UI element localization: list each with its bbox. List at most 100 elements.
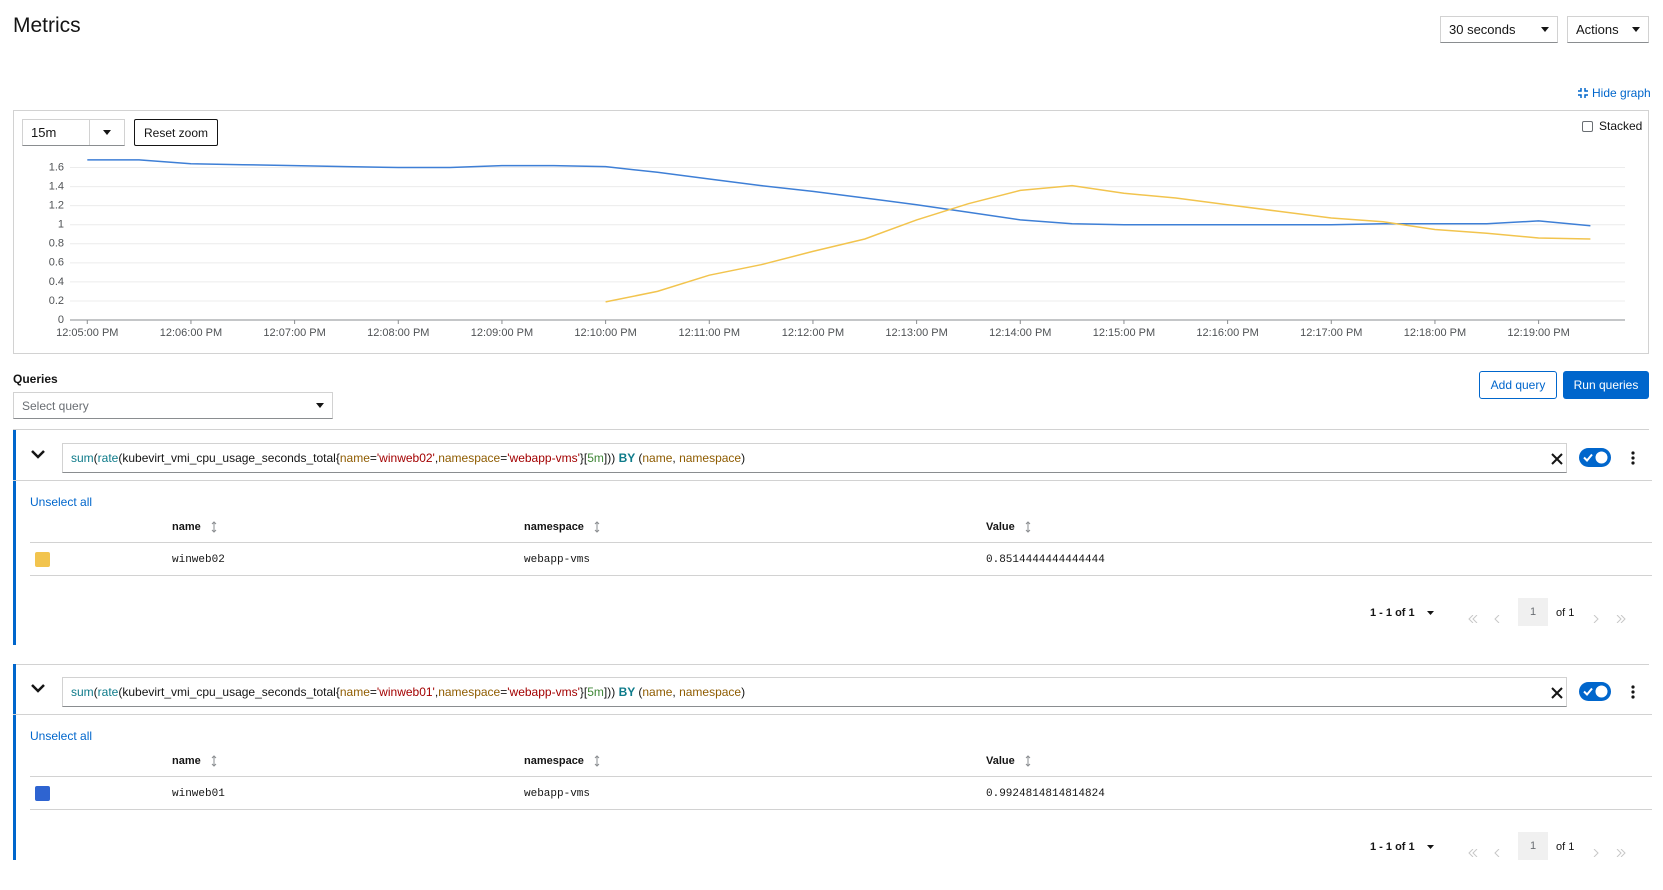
x-tick-label: 12:14:00 PM — [989, 327, 1051, 339]
enable-switch[interactable] — [1579, 448, 1611, 472]
prev-page[interactable] — [1494, 610, 1500, 628]
kebab-menu[interactable] — [1631, 685, 1635, 704]
first-page[interactable] — [1468, 844, 1478, 862]
next-page-glyph — [1593, 614, 1599, 624]
expression-token: [ — [583, 451, 588, 465]
kebab-menu-glyph — [1631, 451, 1635, 465]
x-tick-label: 12:17:00 PM — [1300, 327, 1362, 339]
page-input[interactable]: 1 — [1518, 832, 1548, 860]
expression-token: 5m — [587, 451, 604, 465]
expand-toggle[interactable] — [30, 680, 46, 698]
compress-icon — [1578, 88, 1588, 98]
expression-token: name — [642, 451, 673, 465]
expression-token: kubevirt_vmi_cpu_usage_seconds_total — [122, 451, 336, 465]
column-header[interactable]: Value — [986, 755, 1031, 767]
expression-token: ) — [741, 685, 746, 699]
expression-token: ( — [638, 451, 643, 465]
graph-panel — [13, 110, 1649, 354]
first-page[interactable] — [1468, 610, 1478, 628]
x-tick-label: 12:12:00 PM — [782, 327, 844, 339]
table-border — [30, 542, 1652, 543]
x-tick-label: 12:09:00 PM — [471, 327, 533, 339]
select-query[interactable]: Select query — [13, 392, 333, 419]
last-page[interactable] — [1616, 844, 1626, 862]
table-cell: winweb02 — [172, 554, 225, 566]
column-label: name — [172, 521, 201, 533]
expression-token: { — [335, 451, 340, 465]
clear-button[interactable] — [1551, 686, 1563, 704]
pagination-range[interactable]: 1 - 1 of 1 — [1370, 841, 1434, 853]
y-tick-label: 0.8 — [49, 238, 64, 250]
hide-graph[interactable]: Hide graph — [1578, 86, 1651, 100]
unselect-all[interactable]: Unselect all — [30, 729, 93, 743]
enable-switch[interactable] — [1579, 682, 1611, 706]
range-label: 1 - 1 of 1 — [1370, 841, 1415, 853]
caret — [1632, 27, 1640, 32]
expression-token: namespace — [679, 451, 742, 465]
series-swatch[interactable] — [35, 786, 50, 801]
y-tick-label: 1.6 — [49, 161, 64, 173]
query-input[interactable]: sum(rate(kubevirt_vmi_cpu_usage_seconds_… — [62, 443, 1567, 473]
enable-switch-glyph — [1579, 682, 1611, 701]
page-count: of 1 — [1556, 607, 1575, 619]
column-label: name — [172, 755, 201, 767]
y-tick-label: 0.2 — [49, 295, 64, 307]
column-header[interactable]: namespace — [524, 521, 600, 533]
column-header[interactable]: name — [172, 755, 217, 767]
stacked-label: Stacked — [1599, 119, 1643, 133]
first-page-glyph — [1468, 848, 1478, 858]
reset-zoom-button[interactable]: Reset zoom — [134, 119, 218, 146]
queries-title: Queries — [13, 372, 58, 386]
expression-token: ( — [93, 685, 98, 699]
sort-icon — [1025, 755, 1031, 767]
prev-page[interactable] — [1494, 844, 1500, 862]
x-tick-label: 12:07:00 PM — [263, 327, 325, 339]
x-tick-label: 12:13:00 PM — [885, 327, 947, 339]
expression-token: 'webapp-vms' — [507, 685, 580, 699]
column-header[interactable]: name — [172, 521, 217, 533]
sort-icon — [211, 755, 217, 767]
run-queries-button[interactable]: Run queries — [1563, 371, 1649, 399]
last-page[interactable] — [1616, 610, 1626, 628]
column-header[interactable]: Value — [986, 521, 1031, 533]
expression-token: { — [335, 685, 340, 699]
x-tick-label: 12:16:00 PM — [1196, 327, 1258, 339]
series-swatch[interactable] — [35, 552, 50, 567]
x-tick-label: 12:11:00 PM — [678, 327, 740, 339]
table-cell: webapp-vms — [524, 788, 591, 800]
next-page[interactable] — [1593, 610, 1599, 628]
expression-token: BY — [615, 685, 639, 699]
x-tick-label: 12:05:00 PM — [56, 327, 118, 339]
expression-token: ( — [638, 685, 643, 699]
sort-icon — [594, 755, 600, 767]
table-cell: webapp-vms — [524, 554, 591, 566]
time-range-select[interactable]: 15m — [22, 119, 125, 146]
unselect-all[interactable]: Unselect all — [30, 495, 93, 509]
y-tick-label: 1.2 — [49, 200, 64, 212]
expression-token: ( — [93, 451, 98, 465]
stacked-checkbox[interactable]: Stacked — [1582, 119, 1642, 133]
pagination-range[interactable]: 1 - 1 of 1 — [1370, 607, 1434, 619]
caret — [1426, 845, 1434, 849]
page-input[interactable]: 1 — [1518, 598, 1548, 626]
column-header[interactable]: namespace — [524, 755, 600, 767]
query-input[interactable]: sum(rate(kubevirt_vmi_cpu_usage_seconds_… — [62, 677, 1567, 707]
actions-dropdown[interactable]: Actions — [1567, 16, 1649, 43]
expand-toggle[interactable] — [30, 446, 46, 464]
add-query-button[interactable]: Add query — [1479, 371, 1557, 399]
kebab-menu[interactable] — [1631, 451, 1635, 470]
next-page[interactable] — [1593, 844, 1599, 862]
x-tick-label: 12:15:00 PM — [1093, 327, 1155, 339]
expression-token: name — [642, 685, 673, 699]
y-tick-label: 1 — [58, 219, 64, 231]
row-border — [30, 575, 1652, 576]
caret — [103, 130, 111, 135]
expression-token: BY — [615, 451, 639, 465]
expression-token: rate — [97, 451, 119, 465]
expression-token: )) — [607, 451, 616, 465]
refresh-dropdown[interactable]: 30 seconds — [1440, 16, 1558, 43]
expression-token: , — [672, 451, 680, 465]
clear-button[interactable] — [1551, 452, 1563, 470]
x-tick-label: 12:18:00 PM — [1404, 327, 1466, 339]
